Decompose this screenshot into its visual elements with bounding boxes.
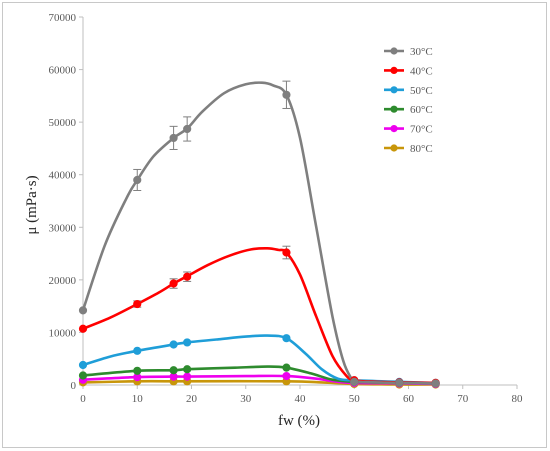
y-tick-label: 0	[71, 380, 77, 392]
data-point-30c	[350, 377, 359, 386]
x-tick-label: 50	[349, 393, 361, 405]
data-point-30c	[282, 90, 291, 99]
x-tick-label: 80	[512, 393, 524, 405]
y-tick-label: 20000	[49, 275, 77, 287]
data-point-50c	[78, 360, 88, 370]
x-tick-label: 30	[240, 393, 252, 405]
data-point-50c	[282, 334, 291, 343]
data-point-60c	[282, 363, 291, 372]
y-axis-label: μ (mPa·s)	[24, 175, 40, 234]
data-point-50c	[133, 346, 142, 355]
data-point-40c	[78, 324, 88, 333]
y-tick-label: 60000	[49, 65, 77, 77]
data-point-30c	[431, 379, 440, 388]
data-point-50c	[169, 340, 178, 349]
chart-legend: 30°C 40°C 50°C 60°C 70°C 80°C	[384, 46, 433, 155]
series-markers	[78, 80, 440, 389]
data-point-40c	[169, 279, 178, 288]
data-point-60c	[133, 366, 142, 375]
x-tick-label: 60	[403, 393, 415, 405]
legend-label-40c: 40°C	[410, 65, 433, 77]
x-axis-label: fw (%)	[278, 413, 320, 429]
data-point-40c	[183, 272, 192, 281]
legend-marker-40c	[390, 66, 398, 74]
chart-axes: 0 10000 20000 30000 40000 50000 60000 70000 0 10 2…	[49, 12, 524, 405]
legend-marker-50c	[390, 86, 398, 94]
data-point-60c	[169, 366, 178, 375]
series-line-40c	[82, 246, 436, 385]
legend-marker-80c	[390, 144, 398, 152]
data-point-60c	[183, 365, 192, 374]
data-point-70c	[282, 371, 291, 381]
data-point-30c	[133, 175, 142, 185]
legend-marker-30c	[390, 47, 398, 55]
y-tick-label: 40000	[49, 170, 77, 182]
y-tick-label: 70000	[49, 12, 77, 24]
data-point-50c	[183, 338, 192, 347]
data-point-30c	[395, 378, 404, 387]
y-tick-label: 50000	[49, 117, 77, 129]
legend-marker-70c	[390, 125, 398, 133]
series-line-30c	[81, 81, 436, 385]
x-tick-label: 20	[186, 393, 198, 405]
legend-marker-60c	[390, 105, 398, 113]
data-point-30c	[183, 124, 192, 134]
legend-label-60c: 60°C	[410, 104, 433, 116]
y-tick-label: 10000	[49, 327, 77, 339]
data-point-30c	[169, 133, 178, 143]
series-curves	[81, 81, 436, 386]
x-tick-label: 0	[80, 393, 86, 405]
data-point-40c	[282, 248, 291, 257]
data-point-30c	[78, 306, 88, 315]
x-tick-label: 70	[457, 393, 469, 405]
x-tick-label: 10	[132, 393, 144, 405]
data-point-40c	[133, 299, 142, 309]
legend-label-30c: 30°C	[410, 46, 433, 58]
x-tick-label: 40	[295, 393, 307, 405]
y-tick-label: 30000	[49, 222, 77, 234]
legend-label-50c: 50°C	[410, 85, 433, 97]
legend-label-70c: 70°C	[410, 124, 433, 136]
series-line-50c	[82, 334, 436, 385]
data-point-70c	[183, 372, 192, 381]
data-point-60c	[78, 371, 88, 380]
legend-label-80c: 80°C	[410, 143, 433, 155]
